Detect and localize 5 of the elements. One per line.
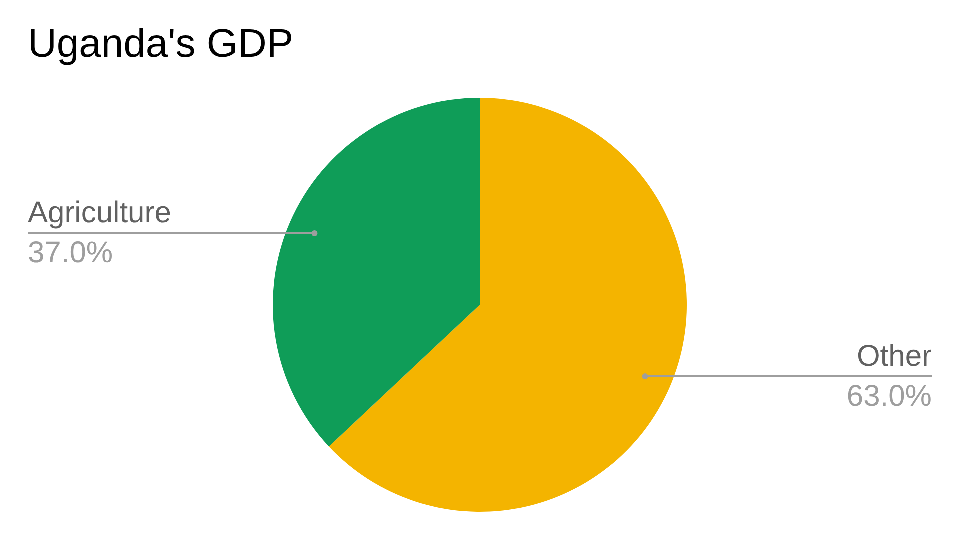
data-label: 37.0% [28,236,114,270]
chart-title: Uganda's GDP [28,22,294,67]
data-label: 63.0% [846,380,932,413]
slice-label: Agriculture [28,196,172,230]
slice-label: Other [856,340,932,373]
